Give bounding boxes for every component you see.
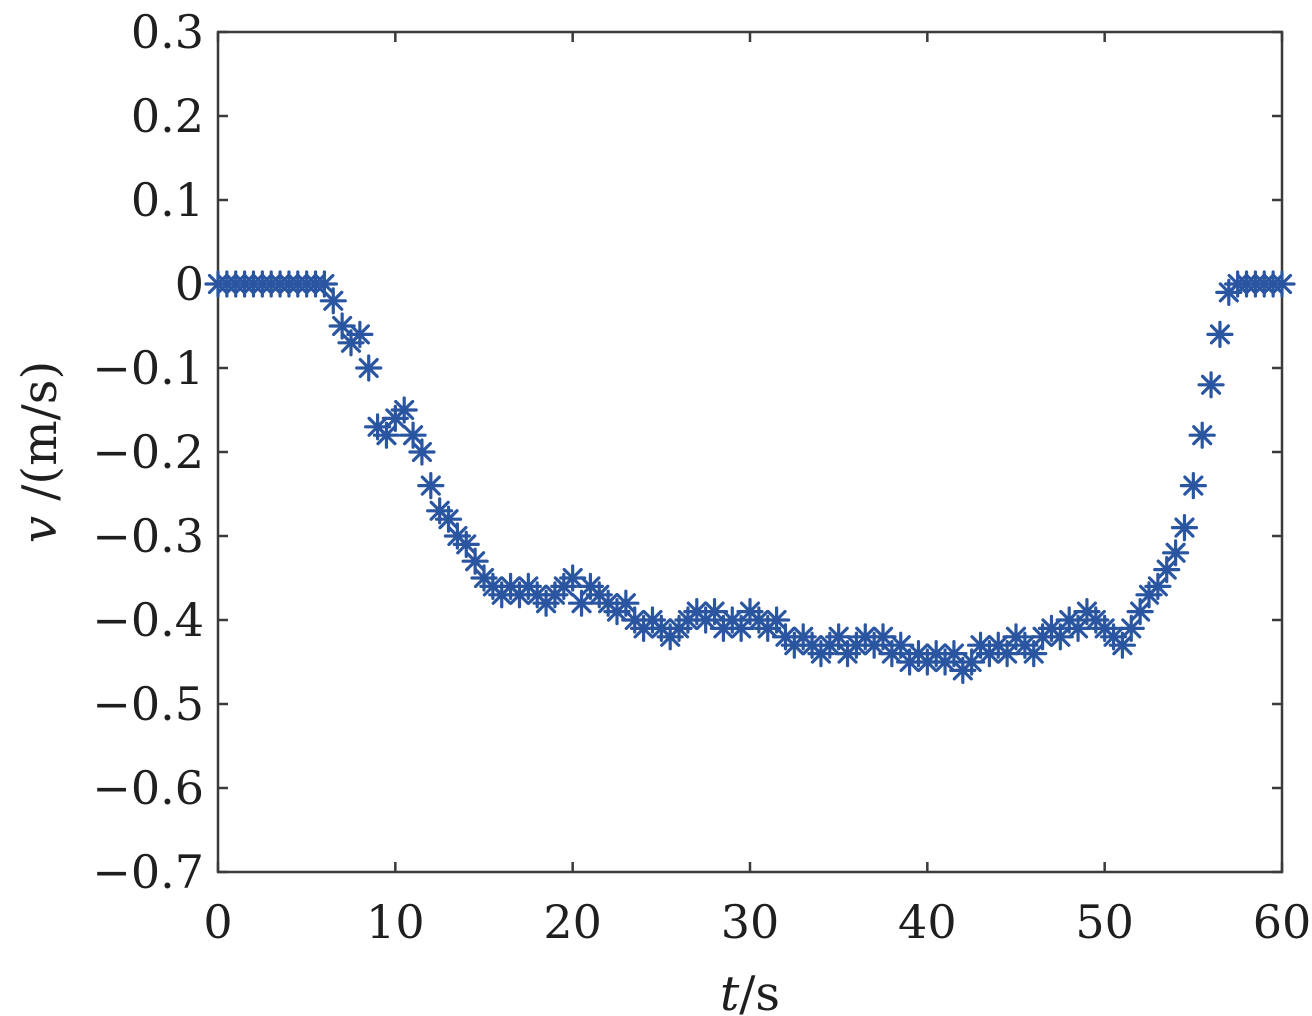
data-point: [346, 320, 374, 348]
data-point: [1170, 513, 1199, 542]
x-axis-title-symbol: t: [720, 966, 740, 1016]
y-axis-title: v /(m/s): [12, 361, 68, 543]
y-axis-title-symbol: v: [12, 516, 68, 543]
y-tick-labels: 0.3 0.2 0.1 0 −0.1 −0.2 −0.3 −0.4 −0.5 −0.6 −0.7: [92, 5, 204, 899]
x-axis-title-unit: /s: [739, 966, 780, 1016]
data-point: [434, 505, 463, 533]
data-point: [390, 396, 418, 424]
data-point: [319, 287, 347, 315]
data-point: [461, 547, 489, 575]
x-tick-labels: 0 10 20 30 40 50 60: [203, 895, 1311, 949]
y-tick-label: −0.3: [92, 509, 204, 563]
data-point: [1188, 421, 1216, 449]
data-point: [1108, 631, 1137, 659]
data-point: [1161, 539, 1190, 567]
data-point: [372, 421, 401, 449]
x-axis-title: t/s: [720, 966, 780, 1016]
x-tick-label: 40: [898, 895, 957, 949]
data-point: [355, 354, 383, 382]
y-tick-label: −0.1: [92, 341, 204, 395]
data-point: [417, 472, 445, 500]
data-point: [958, 648, 986, 676]
x-tick-label: 0: [203, 895, 232, 949]
x-tick-label: 30: [721, 895, 780, 949]
y-axis-title-unit: /(m/s): [12, 361, 68, 516]
plot-frame: [216, 30, 1284, 874]
data-point: [1144, 572, 1172, 601]
x-tick-label: 50: [1075, 895, 1134, 949]
data-point: [612, 589, 640, 617]
x-tick-label: 10: [366, 895, 425, 949]
y-tick-label: −0.6: [92, 761, 204, 815]
data-point: [1197, 371, 1225, 399]
y-tick-label: 0.1: [131, 173, 204, 227]
data-markers: [204, 270, 1296, 685]
data-point: [1179, 472, 1207, 500]
y-tick-label: −0.7: [92, 845, 204, 899]
y-tick-label: −0.5: [92, 677, 204, 731]
data-point: [408, 438, 436, 466]
x-tick-label: 60: [1253, 895, 1312, 949]
y-tick-label: −0.2: [92, 425, 204, 479]
x-tick-label: 20: [543, 895, 602, 949]
data-point: [1126, 597, 1154, 626]
data-point: [1268, 270, 1296, 298]
y-tick-label: 0.3: [131, 5, 204, 59]
y-tick-label: 0: [175, 257, 204, 311]
y-tick-label: −0.4: [92, 593, 204, 647]
axis-ticks: [216, 30, 1284, 874]
y-tick-label: 0.2: [131, 89, 204, 143]
data-point: [1153, 555, 1181, 584]
data-point: [1206, 320, 1234, 348]
